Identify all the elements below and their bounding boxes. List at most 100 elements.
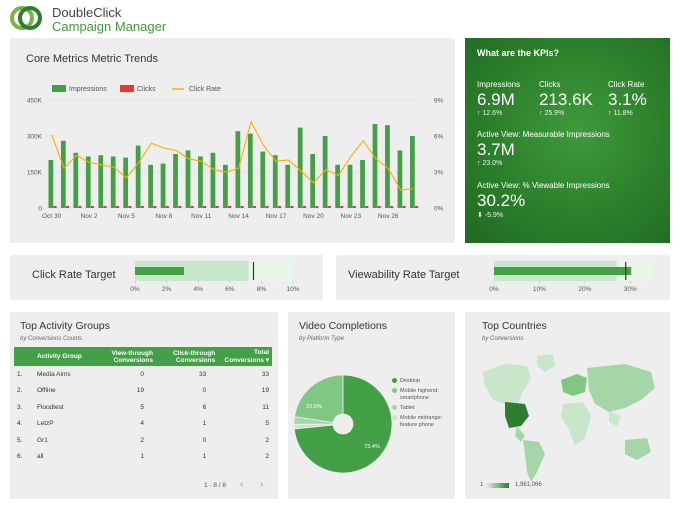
slice-label-desktop: 73.4% — [364, 444, 380, 450]
clicks-bar — [252, 206, 257, 208]
impressions-bar — [198, 156, 203, 208]
clicks-bar — [265, 206, 269, 208]
y2-tick-label: 6% — [434, 134, 444, 141]
table-cell: Floodtest — [37, 403, 64, 411]
pie-slice — [294, 374, 344, 423]
kpi-measurable-label: Active View: Measurable Impressions — [477, 130, 610, 139]
impressions-bar — [310, 154, 316, 208]
tick-label: 8% — [257, 286, 267, 293]
impressions-bar — [98, 155, 104, 208]
table-cell: 4. — [17, 420, 23, 428]
pie-legend: Desktop Mobile highend: smartphone Table… — [392, 378, 452, 429]
table-row[interactable]: 5. Gr1 2 0 2 — [14, 432, 272, 449]
trends-title: Core Metrics Metric Trends — [26, 53, 159, 65]
viewability-target-title: Viewability Rate Target — [348, 269, 460, 281]
tick-label: 10% — [533, 286, 546, 293]
countries-card: Top Countries by Conversions 1 1,961,066 — [465, 312, 670, 499]
impressions-bar — [385, 125, 390, 208]
kpi-clickrate-delta: ↑ 11.8% — [608, 110, 633, 117]
table-header-row: Activity Group View-through Conversions … — [14, 347, 272, 366]
tick-label: 4% — [193, 286, 203, 293]
col-activity-group[interactable]: Activity Group — [34, 347, 94, 366]
trends-card: Core Metrics Metric Trends Impressions Cl… — [10, 38, 455, 243]
table-cell: 2 — [265, 453, 269, 461]
tick-label: 10% — [286, 286, 299, 293]
impressions-bar — [397, 150, 403, 208]
table-cell: 1 — [202, 420, 207, 428]
prev-page-icon[interactable]: ‹ — [240, 479, 244, 490]
table-cell: 2 — [265, 436, 269, 444]
next-page-icon[interactable]: › — [260, 479, 264, 490]
y-tick-label: 300K — [27, 134, 43, 141]
table-cell: 0 — [140, 370, 144, 378]
table-cell: 19 — [261, 387, 269, 395]
kpi-clicks-value: 213.6K — [539, 90, 593, 109]
table-cell: 1 — [140, 453, 144, 461]
table-cell: Gr1 — [37, 436, 48, 444]
video-title: Video Completions — [299, 320, 387, 332]
table-cell: 1 — [202, 453, 207, 461]
y-tick-label: 450K — [27, 98, 43, 105]
clicks-bar — [78, 206, 82, 208]
world-map[interactable] — [465, 312, 670, 499]
table-cell: 5. — [17, 436, 23, 444]
click-rate-target-card: Click Rate Target 0% 2% 4% 6% 8% 10% — [10, 255, 323, 300]
y-tick-label: 150K — [27, 170, 43, 177]
impressions-bar — [372, 124, 378, 208]
doubleclick-logo-icon — [10, 6, 42, 30]
kpi-impressions-delta: ↑ 12.6% — [477, 110, 503, 117]
tick-label: 20% — [578, 286, 591, 293]
impressions-bar — [272, 155, 278, 208]
clicks-bar — [115, 206, 119, 208]
table-cell: 19 — [136, 387, 144, 395]
activity-title: Top Activity Groups — [20, 320, 110, 332]
col-total[interactable]: Total Conversions ▾ — [218, 347, 272, 366]
actual-bar — [494, 267, 632, 275]
x-tick-label: Nov 2 — [81, 213, 98, 220]
x-tick-label: Nov 11 — [191, 213, 211, 220]
clicks-bar — [315, 206, 319, 208]
table-cell: 0 — [202, 436, 207, 444]
table-row[interactable]: 4. LetzP 4 1 5 — [14, 416, 272, 433]
clicks-bar — [103, 206, 107, 208]
kpi-impressions-label: Impressions — [477, 80, 521, 89]
clicks-bar — [53, 206, 57, 208]
table-cell: 2 — [140, 436, 144, 444]
impressions-bar — [85, 156, 91, 208]
impressions-bar — [247, 133, 253, 208]
table-row[interactable]: 2. Offline 19 0 19 — [14, 383, 272, 400]
table-row[interactable]: 3. Floodtest 5 6 11 — [14, 399, 272, 416]
impressions-bar — [73, 152, 79, 208]
impressions-bar — [160, 163, 166, 208]
x-tick-label: Nov 14 — [228, 213, 249, 220]
clicks-bar — [277, 206, 281, 208]
video-card: Video Completions by Platform Type 73.4%… — [288, 312, 455, 499]
viewability-bullet: 0% 10% 20% 30% — [489, 261, 653, 293]
table-cell: 6 — [202, 403, 207, 411]
table-row[interactable]: 6. all 1 1 2 — [14, 449, 272, 466]
clicks-bar — [415, 206, 419, 208]
impressions-bar — [148, 164, 153, 208]
impressions-bar — [297, 127, 303, 208]
tick-label: 0% — [489, 286, 499, 293]
tick-label: 0% — [130, 286, 140, 293]
target-band — [135, 261, 249, 281]
col-click-through[interactable]: Click-through Conversions — [155, 347, 219, 366]
table-cell: 5 — [265, 420, 269, 428]
impressions-bar — [110, 156, 116, 208]
legend-swatch — [52, 85, 66, 92]
click-rate-line — [51, 120, 414, 191]
legend-item: Mobile highend: smartphone — [392, 388, 452, 402]
table-cell: 33 — [261, 370, 269, 378]
clicks-bar — [327, 206, 331, 208]
brand-product: Campaign Manager — [52, 19, 167, 34]
x-tick-label: Nov 20 — [303, 213, 324, 220]
table-cell: 4 — [140, 420, 144, 428]
clicks-bar — [302, 206, 306, 208]
table-cell: 3. — [17, 403, 23, 411]
y2-tick-label: 9% — [434, 98, 444, 105]
col-view-through[interactable]: View-through Conversions — [94, 347, 156, 366]
tick-label: 2% — [162, 286, 172, 293]
clicks-bar — [290, 206, 294, 208]
table-row[interactable]: 1. Media Aims 0 33 33 — [14, 366, 272, 383]
